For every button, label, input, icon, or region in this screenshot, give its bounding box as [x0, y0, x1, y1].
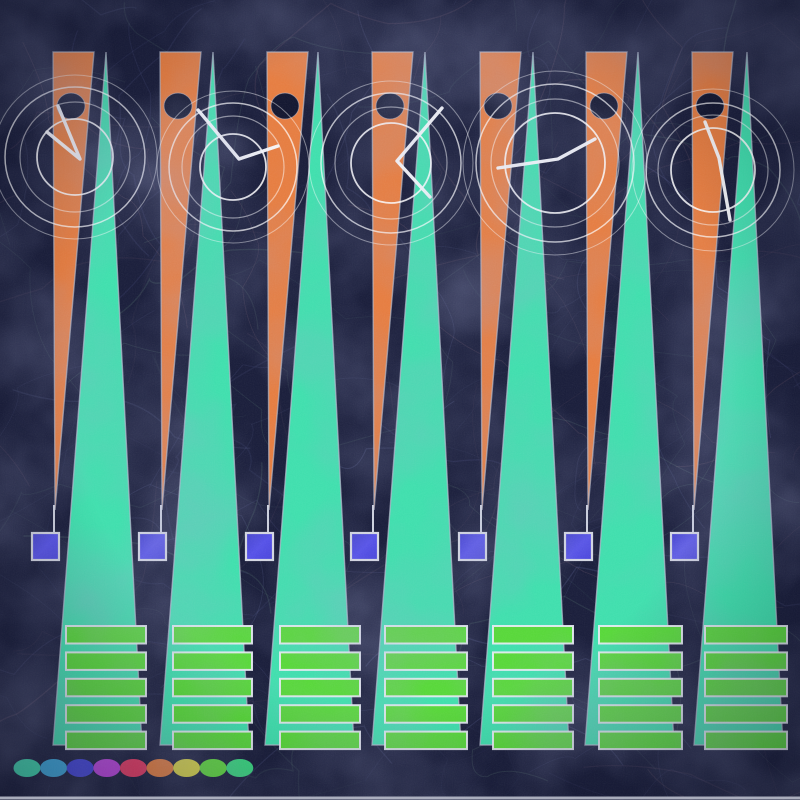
bottom-edge-line — [0, 796, 800, 800]
